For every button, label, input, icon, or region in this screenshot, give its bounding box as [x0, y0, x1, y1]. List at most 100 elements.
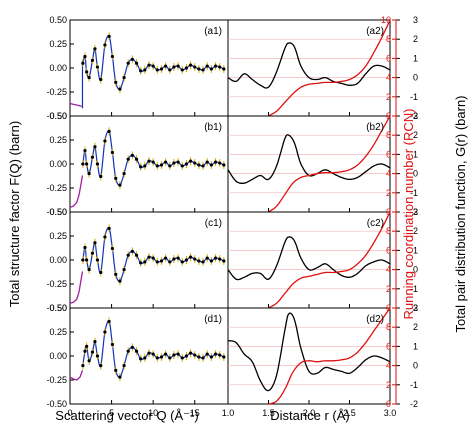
fq-data-point: [180, 164, 184, 168]
rcn-curve: [268, 307, 391, 405]
fq-data-point: [134, 157, 139, 161]
fq-data-point: [85, 70, 89, 74]
fq-data-point: [114, 176, 118, 180]
fq-data-point: [155, 260, 159, 264]
fq-data-point: [90, 155, 95, 159]
fq-data-point: [209, 355, 213, 359]
fq-data-point: [193, 65, 197, 69]
fq-fit-curve: [82, 320, 225, 378]
rcn-y-tick-label: 2: [386, 284, 391, 294]
fq-data-point: [222, 259, 226, 263]
fq-data-point: [159, 67, 164, 71]
fq-y-tick-label: 0.50: [49, 207, 67, 217]
gr-y-tick-label: 1: [413, 149, 418, 159]
fq-data-point: [164, 256, 168, 260]
fq-data-point: [81, 258, 85, 262]
fq-y-tick-label: -0.50: [46, 303, 67, 313]
fq-y-tick-label: 0.25: [49, 327, 67, 337]
fq-data-point: [130, 57, 134, 61]
gr-panel-label: (b2): [366, 122, 384, 133]
gr-y-tick-label: 3: [413, 303, 418, 313]
fq-data-point: [110, 150, 115, 155]
fq-data-point: [122, 76, 126, 80]
fq-data-point: [81, 364, 85, 368]
fq-data-point: [126, 157, 130, 161]
fq-data-point: [87, 359, 91, 363]
rcn-y-tick-label: 8: [386, 130, 391, 140]
fq-lowq-curve: [69, 271, 84, 304]
rcn-y-tick-label: 0: [386, 111, 391, 121]
rcn-curve: [268, 19, 391, 117]
fq-data-point: [213, 256, 218, 260]
gr-x-tick-label: 2.5: [343, 408, 356, 418]
fq-data-point: [139, 69, 143, 73]
gr-x-tick-label: 3.0: [384, 408, 397, 418]
gr-y-tick-label: 1: [413, 245, 418, 255]
rcn-y-tick-label: 2: [386, 92, 391, 102]
gr-panel-label: (d2): [366, 314, 384, 325]
fq-data-point: [90, 350, 95, 354]
fq-x-tick-label: 10: [148, 408, 158, 418]
fq-data-point: [184, 354, 189, 358]
fq-y-tick-label: -0.25: [46, 279, 67, 289]
gr-curve: [227, 42, 391, 89]
fq-data-point: [99, 364, 103, 368]
fq-data-point: [83, 245, 87, 250]
fq-data-point: [114, 368, 118, 372]
fq-data-point: [103, 330, 107, 334]
fq-data-point: [201, 68, 205, 72]
fq-data-point: [118, 183, 122, 187]
fq-data-point: [201, 260, 205, 264]
gr-x-tick-label: 2.0: [303, 408, 316, 418]
gr-panel-label: (a2): [366, 26, 384, 37]
fq-y-tick-label: 0.00: [49, 63, 67, 73]
gr-y-tick-label: 2: [413, 130, 418, 140]
right-x-axis-title: Distance r (Å): [270, 408, 349, 423]
fq-y-tick-label: -0.50: [46, 399, 67, 409]
gr-y-tick-label: -1: [410, 188, 418, 198]
fq-data-point: [99, 270, 103, 275]
fq-data-point: [172, 65, 176, 69]
rcn-y-tick-label: 6: [386, 341, 391, 351]
gr-panel-frame: [227, 211, 391, 309]
fq-data-point: [151, 352, 155, 356]
fq-data-point: [90, 251, 95, 255]
left-x-axis-title: Scattering vector Q (Å⁻¹): [55, 408, 198, 423]
fq-data-point: [110, 246, 115, 251]
rcn-y-tick-label: 8: [386, 322, 391, 332]
fq-data-point: [139, 357, 143, 361]
fq-data-point: [107, 319, 111, 324]
rcn-y-tick-label: 6: [386, 245, 391, 255]
fq-data-point: [213, 160, 218, 164]
fq-data-point: [159, 355, 164, 359]
fq-data-point: [193, 161, 197, 165]
fq-data-point: [143, 164, 147, 168]
fq-y-tick-label: 0.50: [49, 15, 67, 25]
rcn-curve: [268, 115, 391, 213]
fq-x-tick-label: 15: [190, 408, 200, 418]
fq-data-point: [99, 77, 103, 82]
gr-y-tick-label: 2: [413, 226, 418, 236]
fq-data-point: [155, 68, 159, 72]
fq-data-point: [95, 258, 100, 262]
fq-data-point: [114, 272, 118, 276]
fq-panel-label: (d1): [204, 314, 222, 325]
fq-data-point: [218, 65, 222, 69]
rcn-y-tick-label: 0: [386, 303, 391, 313]
gr-y-tick-label: 0: [413, 169, 418, 179]
fq-data-point: [139, 165, 143, 169]
fq-data-point: [103, 139, 107, 143]
rcn-y-tick-label: 2: [386, 380, 391, 390]
gr-y-tick-label: 1: [413, 341, 418, 351]
gr-x-tick-label: 1.5: [262, 408, 275, 418]
fq-data-point: [126, 61, 130, 65]
gr-curve: [227, 134, 391, 184]
fq-lowq-curve: [69, 175, 84, 208]
fq-data-point: [93, 145, 97, 149]
rcn-y-tick-label: 2: [386, 188, 391, 198]
fq-data-point: [213, 352, 218, 356]
fq-data-point: [222, 163, 226, 167]
fq-data-point: [180, 356, 184, 360]
fq-data-point: [147, 351, 151, 355]
